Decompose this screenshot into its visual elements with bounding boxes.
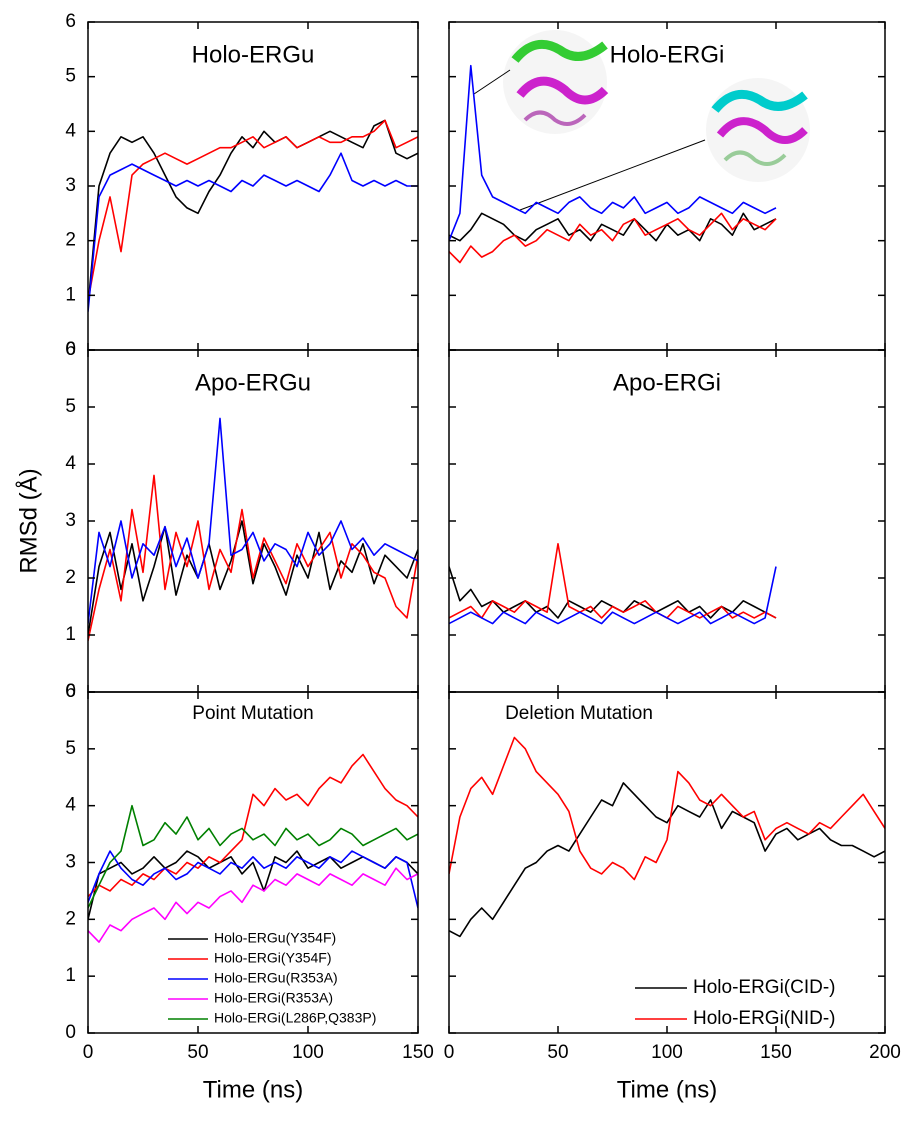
y-tick-label: 1 [65, 284, 76, 305]
plot-area [449, 543, 777, 625]
plot-area [449, 736, 885, 938]
plot-area [88, 119, 418, 312]
data-line [88, 804, 418, 909]
data-line [449, 212, 777, 264]
y-tick-label: 5 [65, 396, 76, 417]
y-tick-label: 0 [65, 339, 76, 360]
panel-title: Apo-ERGu [195, 369, 311, 396]
x-axis-label: Time (ns) [617, 1076, 717, 1103]
y-tick-label: 6 [65, 11, 76, 32]
legend-label: Holo-ERGi(NID-) [693, 1008, 836, 1029]
plot-area [449, 64, 777, 264]
y-tick-label: 4 [65, 795, 76, 816]
legend-label: Holo-ERGu(R353A) [214, 970, 338, 986]
data-line [88, 867, 418, 943]
data-line [449, 64, 777, 241]
data-line [88, 753, 418, 898]
data-line [88, 850, 418, 909]
y-tick-label: 0 [65, 681, 76, 702]
data-line [88, 520, 418, 636]
data-line [449, 736, 885, 881]
x-tick-label: 0 [444, 1042, 455, 1063]
x-tick-label: 100 [651, 1042, 683, 1063]
y-tick-label: 3 [65, 852, 76, 873]
x-tick-label: 50 [187, 1042, 208, 1063]
data-line [449, 566, 777, 625]
panel-frame [87, 349, 419, 693]
data-line [449, 566, 777, 619]
y-tick-label: 3 [65, 510, 76, 531]
data-line [88, 417, 418, 624]
x-tick-label: 150 [760, 1042, 792, 1063]
panel-title: Point Mutation [192, 703, 313, 724]
panel-title: Holo-ERGi [610, 41, 725, 68]
data-line [88, 119, 418, 301]
panel-title: Apo-ERGi [613, 369, 721, 396]
y-tick-label: 5 [65, 738, 76, 759]
y-tick-label: 5 [65, 66, 76, 87]
legend-label: Holo-ERGi(Y354F) [214, 950, 331, 966]
y-tick-label: 0 [65, 1022, 76, 1043]
structure-inset-1 [473, 30, 609, 134]
data-line [88, 119, 418, 307]
y-tick-label: 1 [65, 624, 76, 645]
data-line [449, 543, 777, 619]
data-line [88, 152, 418, 312]
legend-label: Holo-ERGi(R353A) [214, 990, 333, 1006]
panel-frame [448, 349, 886, 693]
y-tick-label: 6 [65, 339, 76, 360]
x-tick-label: 50 [547, 1042, 568, 1063]
y-tick-label: 2 [65, 908, 76, 929]
y-tick-label: 2 [65, 567, 76, 588]
y-tick-label: 4 [65, 120, 76, 141]
plot-area [88, 417, 418, 641]
y-tick-label: 2 [65, 230, 76, 251]
y-tick-label: 1 [65, 965, 76, 986]
data-line [449, 782, 885, 938]
legend-label: Holo-ERGu(Y354F) [214, 930, 336, 946]
x-axis-label: Time (ns) [203, 1076, 303, 1103]
x-tick-label: 0 [83, 1042, 94, 1063]
y-tick-label: 4 [65, 453, 76, 474]
y-tick-label: 3 [65, 175, 76, 196]
legend-label: Holo-ERGi(CID-) [693, 977, 836, 998]
data-line [88, 474, 418, 641]
x-tick-label: 100 [292, 1042, 324, 1063]
x-tick-label: 200 [869, 1042, 901, 1063]
panel-title: Holo-ERGu [192, 41, 315, 68]
y-tick-label: 6 [65, 681, 76, 702]
structure-inset-2 [519, 78, 810, 211]
plot-area [88, 753, 418, 943]
legend-label: Holo-ERGi(L286P,Q383P) [214, 1010, 376, 1026]
y-axis-label: RMSd (Å) [14, 468, 42, 573]
data-line [449, 212, 777, 242]
panel-title: Deletion Mutation [505, 703, 653, 724]
x-tick-label: 150 [402, 1042, 434, 1063]
